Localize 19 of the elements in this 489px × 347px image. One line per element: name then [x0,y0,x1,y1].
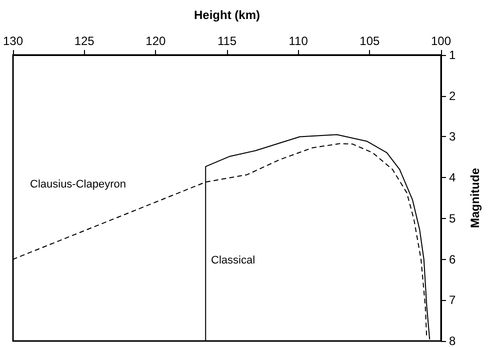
y-tick-label: 3 [449,130,456,144]
y-tick-label: 1 [449,48,456,62]
y-tick-label: 7 [449,293,456,308]
x-tick-label: 100 [430,34,452,48]
x-tick-label: 105 [360,34,380,48]
x-tick-label: 120 [146,34,166,48]
y-tick-label: 6 [449,252,456,266]
annotation: Classical [211,254,256,266]
y-axis-title: Magnitude [468,168,482,228]
x-tick-label: 110 [288,34,308,48]
y-tick-label: 2 [449,88,456,103]
y-tick-label: 8 [449,334,456,347]
annotation: Clausius-Clapeyron [30,178,126,190]
y-tick-label: 4 [449,170,456,185]
x-tick-label: 130 [2,34,24,48]
x-tick-label: 125 [74,34,95,48]
y-tick-label: 5 [449,211,456,226]
x-tick-label: 115 [217,34,237,48]
x-axis-title: Height (km) [194,8,260,22]
